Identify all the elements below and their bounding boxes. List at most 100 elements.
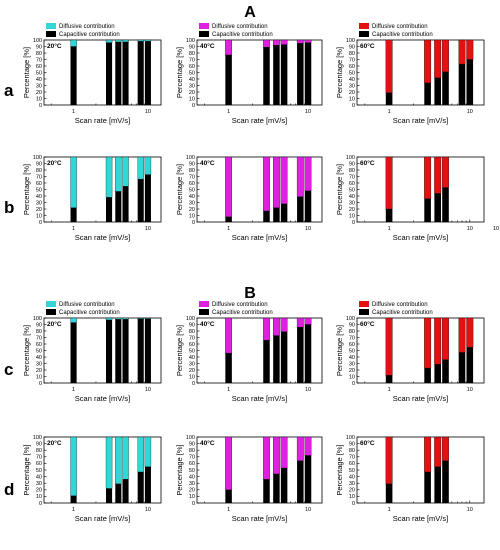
y-tick-label-row-b-col-2-50: 50 — [189, 187, 195, 193]
legend-swatch-diffusive-row-c-col-1 — [46, 301, 56, 307]
bar-capacitive-row-c-col-1-0 — [70, 322, 77, 383]
y-tick-label-row-c-col-3-100: 100 — [346, 316, 355, 322]
bar-capacitive-row-b-col-3-3 — [442, 187, 449, 222]
bar-capacitive-row-d-col-1-0 — [70, 495, 77, 503]
bar-capacitive-row-b-col-3-1 — [424, 198, 431, 222]
y-tick-label-row-a-col-1-10: 10 — [36, 96, 42, 102]
y-tick-label-row-b-col-3-0: 0 — [352, 220, 355, 226]
y-axis-title-row-d-col-3: Percentage [%] — [335, 444, 344, 495]
bar-diffusive-row-a-col-1-4 — [137, 39, 144, 42]
bar-capacitive-row-c-col-3-0 — [385, 375, 393, 383]
bar-capacitive-row-a-col-2-1 — [263, 47, 270, 105]
y-tick-label-row-d-col-1-100: 100 — [33, 435, 42, 441]
bar-diffusive-row-c-col-3-4 — [458, 317, 466, 353]
y-tick-label-row-a-col-3-50: 50 — [349, 70, 355, 76]
y-tick-label-row-c-col-3-0: 0 — [352, 381, 355, 387]
y-tick-label-row-b-col-1-30: 30 — [36, 200, 42, 206]
x-tick-label-row-d-col-2-10: 10 — [305, 507, 311, 513]
bar-diffusive-row-d-col-2-4 — [296, 436, 304, 461]
y-axis-title-row-a-col-2: Percentage [%] — [175, 47, 184, 98]
x-axis-title-row-a-col-2: Scan rate [mV/s] — [232, 116, 287, 125]
bar-capacitive-row-c-col-1-1 — [106, 319, 113, 383]
legend-swatch-diffusive-row-a-col-2 — [199, 23, 209, 29]
bar-diffusive-row-c-col-1-1 — [105, 317, 113, 321]
y-tick-label-row-d-col-3-30: 30 — [349, 481, 355, 487]
bar-diffusive-row-c-col-3-1 — [424, 317, 432, 369]
y-axis-title-row-b-col-3: Percentage [%] — [335, 164, 344, 215]
y-tick-label-row-a-col-3-20: 20 — [349, 90, 355, 96]
y-tick-label-row-d-col-1-20: 20 — [36, 488, 42, 494]
bar-diffusive-row-d-col-2-0 — [225, 436, 233, 490]
bar-capacitive-row-a-col-1-2 — [115, 41, 122, 105]
bar-diffusive-row-c-col-2-1 — [263, 317, 270, 341]
temperature-label-row-a-col-3: 60°C — [360, 42, 375, 50]
temperature-label-row-c-col-2: 40°C — [200, 320, 215, 328]
bar-capacitive-row-a-col-3-4 — [458, 64, 466, 105]
x-tick-label-extra-row-b-col-3: 10 — [493, 226, 499, 232]
x-tick-label-row-d-col-2-1: 1 — [227, 507, 230, 513]
bar-capacitive-row-c-col-3-5 — [466, 347, 474, 383]
x-tick-label-row-b-col-3-10: 10 — [467, 226, 473, 232]
y-axis-title-row-a-col-3: Percentage [%] — [335, 47, 344, 98]
temperature-label-row-a-col-2: 40°C — [200, 42, 215, 50]
section-title-b: B — [244, 285, 256, 302]
y-tick-label-row-d-col-3-60: 60 — [349, 461, 355, 467]
bar-diffusive-row-b-col-3-3 — [442, 156, 449, 188]
bar-capacitive-row-b-col-2-0 — [225, 216, 232, 222]
bar-diffusive-row-d-col-1-2 — [115, 436, 122, 485]
y-tick-label-row-a-col-1-20: 20 — [36, 90, 42, 96]
y-tick-label-row-b-col-2-100: 100 — [186, 155, 195, 161]
legend-label-capacitive-row-c-col-2: Capacitive contribution — [212, 310, 273, 316]
legend-label-diffusive-row-c-col-2: Diffusive contribution — [212, 302, 268, 308]
y-tick-label-row-c-col-2-50: 50 — [189, 348, 195, 354]
y-tick-label-row-b-col-2-80: 80 — [189, 168, 195, 174]
bar-diffusive-row-a-col-2-3 — [280, 39, 288, 45]
y-tick-label-row-d-col-1-0: 0 — [39, 501, 42, 507]
x-tick-label-row-c-col-2-10: 10 — [305, 387, 311, 393]
y-tick-label-row-b-col-3-50: 50 — [349, 187, 355, 193]
bar-diffusive-row-c-col-1-0 — [70, 317, 77, 323]
bar-capacitive-row-b-col-2-5 — [304, 190, 312, 222]
y-tick-label-row-b-col-1-0: 0 — [39, 220, 42, 226]
bar-diffusive-row-a-col-3-0 — [385, 39, 393, 93]
x-tick-label-row-a-col-2-1: 1 — [227, 109, 230, 115]
y-tick-label-row-a-col-1-60: 60 — [36, 64, 42, 70]
y-tick-label-row-a-col-3-10: 10 — [349, 96, 355, 102]
bar-diffusive-row-d-col-2-2 — [273, 436, 280, 475]
bar-capacitive-row-a-col-3-2 — [434, 77, 441, 105]
bar-capacitive-row-d-col-1-1 — [106, 488, 113, 503]
bar-diffusive-row-d-col-1-1 — [105, 436, 113, 489]
y-tick-label-row-d-col-1-90: 90 — [36, 441, 42, 447]
y-tick-label-row-d-col-2-10: 10 — [189, 494, 195, 500]
bar-capacitive-row-d-col-3-1 — [424, 471, 431, 503]
y-tick-label-row-a-col-3-40: 40 — [349, 77, 355, 83]
x-axis-title-row-c-col-3: Scan rate [mV/s] — [393, 394, 448, 403]
x-tick-label-row-d-col-3-1: 1 — [388, 507, 391, 513]
bar-capacitive-row-d-col-1-3 — [122, 479, 129, 503]
bar-diffusive-row-c-col-3-5 — [466, 317, 474, 348]
bar-capacitive-row-a-col-3-1 — [424, 82, 431, 105]
y-tick-label-row-c-col-3-70: 70 — [349, 335, 355, 341]
bar-capacitive-row-a-col-2-4 — [297, 43, 304, 105]
bar-capacitive-row-d-col-3-2 — [434, 466, 441, 503]
bar-capacitive-row-c-col-2-4 — [297, 327, 304, 383]
bar-diffusive-row-a-col-2-4 — [296, 39, 304, 44]
y-tick-label-row-b-col-2-90: 90 — [189, 161, 195, 167]
legend-row-c-col-3: Diffusive contribution Capacitive contrib… — [359, 301, 433, 316]
temperature-label-row-b-col-1: 20°C — [47, 159, 62, 167]
y-tick-label-row-d-col-2-40: 40 — [189, 474, 195, 480]
y-tick-label-row-d-col-3-40: 40 — [349, 474, 355, 480]
y-tick-label-row-d-col-2-60: 60 — [189, 461, 195, 467]
bar-capacitive-row-b-col-1-5 — [144, 174, 151, 222]
y-tick-label-row-a-col-3-70: 70 — [349, 57, 355, 63]
x-tick-label-row-c-col-1-1: 1 — [72, 387, 75, 393]
legend-row-a-col-3: Diffusive contribution Capacitive contrib… — [359, 23, 433, 38]
bar-diffusive-row-a-col-1-5 — [144, 39, 152, 42]
bar-diffusive-row-d-col-3-1 — [424, 436, 432, 473]
y-tick-label-row-c-col-2-20: 20 — [189, 368, 195, 374]
